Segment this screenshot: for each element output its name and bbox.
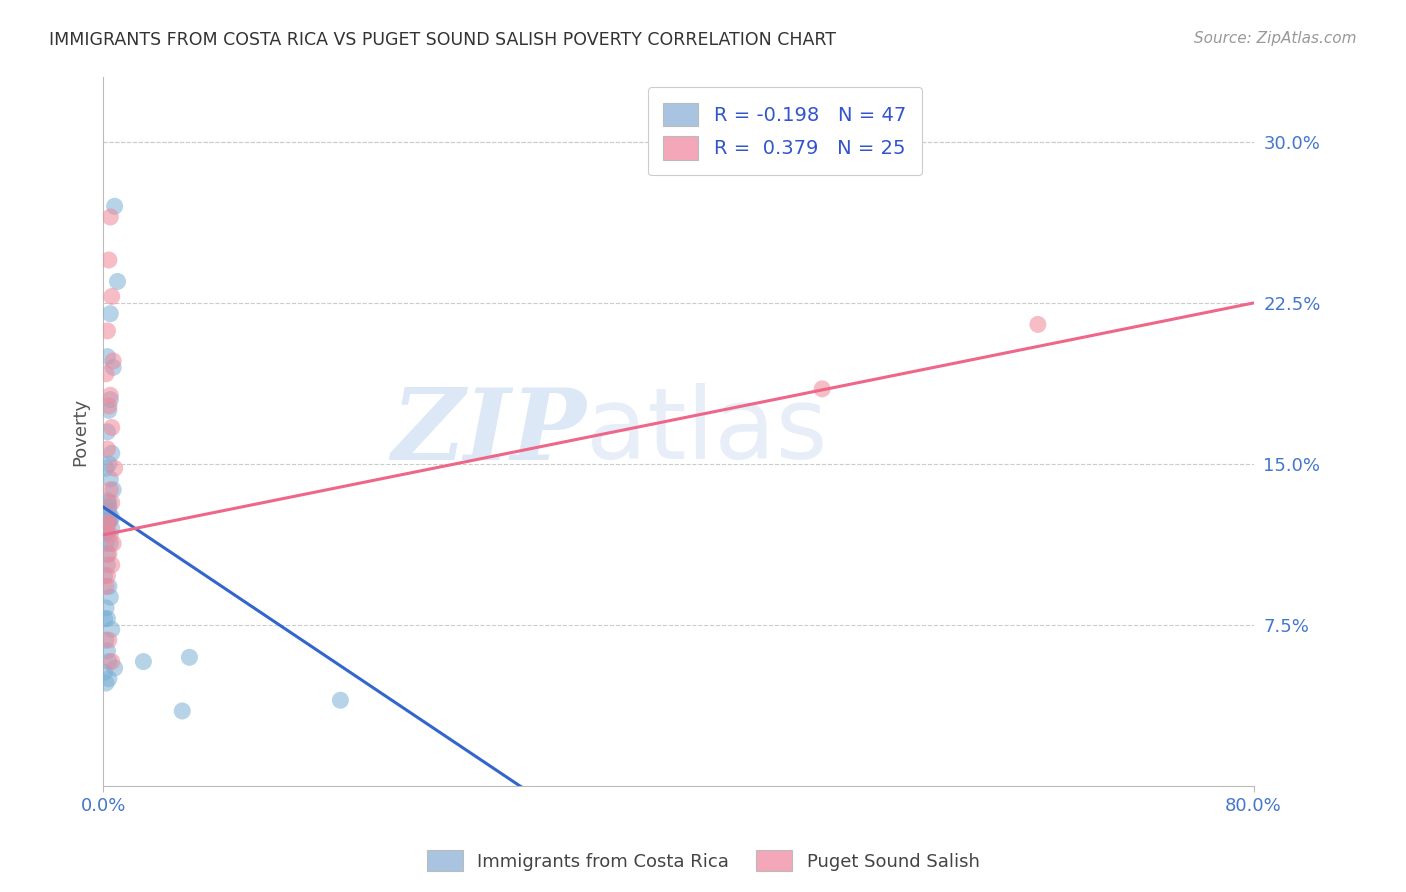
- Text: IMMIGRANTS FROM COSTA RICA VS PUGET SOUND SALISH POVERTY CORRELATION CHART: IMMIGRANTS FROM COSTA RICA VS PUGET SOUN…: [49, 31, 837, 49]
- Point: [329, 693, 352, 707]
- Point: [96, 442, 118, 456]
- Point: [97, 457, 120, 471]
- Point: [97, 515, 120, 529]
- Point: [94, 367, 117, 381]
- Point: [98, 510, 121, 524]
- Point: [103, 360, 125, 375]
- Point: [97, 399, 120, 413]
- Point: [94, 517, 117, 532]
- Point: [98, 392, 121, 407]
- Point: [97, 579, 120, 593]
- Point: [96, 558, 118, 572]
- Point: [179, 650, 201, 665]
- Point: [100, 521, 122, 535]
- Point: [100, 496, 122, 510]
- Point: [97, 496, 120, 510]
- Point: [97, 633, 120, 648]
- Point: [94, 525, 117, 540]
- Point: [93, 504, 115, 518]
- Point: [103, 354, 125, 368]
- Point: [104, 199, 127, 213]
- Point: [97, 672, 120, 686]
- Point: [94, 676, 117, 690]
- Point: [96, 493, 118, 508]
- Point: [100, 655, 122, 669]
- Point: [96, 525, 118, 540]
- Point: [97, 515, 120, 529]
- Point: [94, 600, 117, 615]
- Point: [98, 210, 121, 224]
- Point: [100, 420, 122, 434]
- Legend: Immigrants from Costa Rica, Puget Sound Salish: Immigrants from Costa Rica, Puget Sound …: [419, 843, 987, 879]
- Point: [172, 704, 194, 718]
- Point: [96, 517, 118, 532]
- Point: [94, 633, 117, 648]
- Point: [98, 528, 121, 542]
- Point: [96, 568, 118, 582]
- Point: [93, 612, 115, 626]
- Point: [100, 558, 122, 572]
- Point: [97, 252, 120, 267]
- Point: [96, 547, 118, 561]
- Point: [98, 590, 121, 604]
- Text: Source: ZipAtlas.com: Source: ZipAtlas.com: [1194, 31, 1357, 46]
- Point: [98, 472, 121, 486]
- Point: [100, 510, 122, 524]
- Point: [811, 382, 834, 396]
- Point: [98, 307, 121, 321]
- Point: [97, 547, 120, 561]
- Point: [94, 461, 117, 475]
- Point: [96, 612, 118, 626]
- Point: [132, 655, 155, 669]
- Point: [100, 623, 122, 637]
- Point: [1026, 318, 1049, 332]
- Point: [96, 324, 118, 338]
- Point: [103, 483, 125, 497]
- Point: [96, 644, 118, 658]
- Point: [104, 661, 127, 675]
- Point: [94, 536, 117, 550]
- Point: [98, 483, 121, 497]
- Point: [98, 536, 121, 550]
- Point: [94, 579, 117, 593]
- Point: [97, 500, 120, 514]
- Point: [97, 403, 120, 417]
- Point: [97, 504, 120, 518]
- Text: atlas: atlas: [586, 384, 828, 480]
- Point: [98, 388, 121, 402]
- Point: [97, 655, 120, 669]
- Point: [100, 289, 122, 303]
- Point: [104, 461, 127, 475]
- Point: [103, 536, 125, 550]
- Legend: R = -0.198   N = 47, R =  0.379   N = 25: R = -0.198 N = 47, R = 0.379 N = 25: [648, 87, 922, 176]
- Point: [93, 568, 115, 582]
- Point: [107, 275, 129, 289]
- Point: [96, 350, 118, 364]
- Point: [93, 665, 115, 680]
- Text: ZIP: ZIP: [391, 384, 586, 480]
- Y-axis label: Poverty: Poverty: [72, 398, 89, 466]
- Point: [100, 446, 122, 460]
- Point: [96, 425, 118, 439]
